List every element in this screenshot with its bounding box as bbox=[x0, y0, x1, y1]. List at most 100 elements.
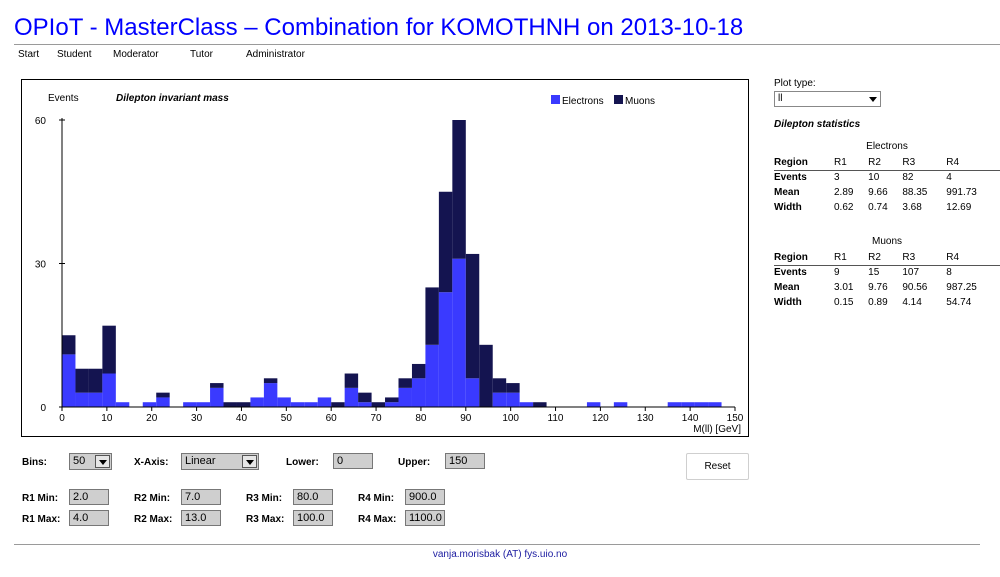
table-cell: 12.69 bbox=[946, 202, 972, 213]
bar-muons bbox=[411, 363, 426, 379]
bar-electrons bbox=[667, 402, 682, 407]
table-row: Mean 2.89 9.66 88.35 991.73 bbox=[774, 185, 1000, 200]
nav-tutor[interactable]: Tutor bbox=[190, 49, 213, 60]
table-cell: 0.15 bbox=[834, 297, 854, 308]
row-label: Events bbox=[774, 172, 807, 184]
plot-type-select[interactable]: ll bbox=[774, 91, 881, 107]
x-tick-label: 20 bbox=[146, 413, 158, 424]
electrons-caption: Electrons bbox=[866, 141, 908, 152]
table-cell: 9.76 bbox=[868, 282, 888, 293]
lower-label: Lower: bbox=[286, 457, 319, 468]
r4-max-input[interactable]: 1100.0 bbox=[405, 510, 445, 526]
table-cell: 3.68 bbox=[902, 202, 922, 213]
bar-muons bbox=[465, 253, 480, 379]
legend-label-electrons: Electrons bbox=[562, 96, 604, 107]
bins-select[interactable]: 50 bbox=[69, 453, 112, 470]
x-tick-label: 150 bbox=[727, 413, 744, 424]
bar-electrons bbox=[210, 387, 224, 407]
bar-muons bbox=[452, 120, 466, 259]
x-tick-label: 100 bbox=[502, 413, 519, 424]
bar-muons bbox=[88, 368, 103, 393]
header-cell: Region bbox=[774, 250, 834, 266]
bar-muons bbox=[331, 402, 345, 407]
r2-min-label: R2 Min: bbox=[134, 493, 171, 504]
r4-min-input[interactable]: 900.0 bbox=[405, 489, 445, 505]
r3-max-input[interactable]: 100.0 bbox=[293, 510, 333, 526]
header-cell: R3 bbox=[902, 250, 947, 266]
reset-button[interactable]: Reset bbox=[686, 453, 749, 480]
bar-muons bbox=[506, 383, 520, 393]
table-cell: 9 bbox=[834, 267, 840, 279]
bar-muons bbox=[210, 383, 224, 388]
table-cell: 88.35 bbox=[902, 187, 928, 198]
chevron-down-icon[interactable] bbox=[242, 455, 257, 468]
bar-muons bbox=[236, 402, 251, 407]
chevron-down-icon[interactable] bbox=[95, 455, 110, 468]
upper-input[interactable]: 150 bbox=[445, 453, 485, 469]
bar-muons bbox=[344, 373, 359, 388]
page-title: OPIoT - MasterClass – Combination for KO… bbox=[14, 14, 744, 41]
table-row: Events 9 15 107 8 bbox=[774, 265, 1000, 280]
r2-min-input[interactable]: 7.0 bbox=[181, 489, 221, 505]
r3-min-label: R3 Min: bbox=[246, 493, 283, 504]
bins-value: 50 bbox=[73, 455, 86, 467]
bar-electrons bbox=[586, 402, 601, 407]
histogram-bars bbox=[62, 120, 722, 407]
table-cell: 4 bbox=[946, 172, 952, 184]
bar-muons bbox=[223, 402, 237, 407]
r1-min-input[interactable]: 2.0 bbox=[69, 489, 109, 505]
r1-max-input[interactable]: 4.0 bbox=[69, 510, 109, 526]
table-header-row: Region R1 R2 R3 R4 bbox=[774, 155, 1000, 171]
r1-max-label: R1 Max: bbox=[22, 514, 61, 525]
bar-electrons bbox=[438, 292, 453, 407]
nav-student[interactable]: Student bbox=[57, 49, 92, 60]
header-cell: R2 bbox=[868, 155, 903, 171]
legend-label-muons: Muons bbox=[625, 96, 655, 107]
r2-max-label: R2 Max: bbox=[134, 514, 173, 525]
bar-electrons bbox=[196, 402, 211, 407]
bar-muons bbox=[156, 392, 170, 398]
row-label: Events bbox=[774, 267, 807, 279]
r4-max-label: R4 Max: bbox=[358, 514, 397, 525]
header-cell: R4 bbox=[946, 155, 1000, 171]
bar-muons bbox=[102, 325, 116, 374]
nav-start[interactable]: Start bbox=[18, 49, 40, 60]
row-label: Mean bbox=[774, 282, 800, 293]
legend: Electrons Muons bbox=[551, 95, 655, 107]
bins-label: Bins: bbox=[22, 457, 47, 468]
bar-muons bbox=[479, 344, 493, 407]
bar-muons bbox=[385, 397, 399, 403]
chevron-down-icon[interactable] bbox=[869, 97, 877, 102]
table-cell: 3.01 bbox=[834, 282, 854, 293]
bar-muons bbox=[533, 402, 547, 407]
lower-input[interactable]: 0 bbox=[333, 453, 373, 469]
y-tick-label: 30 bbox=[35, 260, 47, 271]
bar-muons bbox=[438, 191, 453, 293]
x-tick-label: 0 bbox=[59, 413, 65, 424]
x-tick-label: 80 bbox=[415, 413, 427, 424]
nav-moderator[interactable]: Moderator bbox=[113, 49, 159, 60]
table-row: Events 3 10 82 4 bbox=[774, 170, 1000, 185]
bar-electrons bbox=[62, 354, 76, 407]
x-tick-label: 30 bbox=[191, 413, 203, 424]
r2-max-input[interactable]: 13.0 bbox=[181, 510, 221, 526]
bar-electrons bbox=[290, 402, 305, 407]
nav-administrator[interactable]: Administrator bbox=[246, 49, 305, 60]
bar-electrons bbox=[452, 258, 466, 407]
bar-electrons bbox=[385, 402, 399, 407]
bar-electrons bbox=[398, 387, 412, 407]
y-tick-label: 0 bbox=[40, 403, 46, 414]
table-row: Mean 3.01 9.76 90.56 987.25 bbox=[774, 280, 1000, 295]
x-tick-label: 90 bbox=[460, 413, 472, 424]
r3-min-input[interactable]: 80.0 bbox=[293, 489, 333, 505]
xaxis-value: Linear bbox=[185, 455, 216, 467]
x-tick-label: 50 bbox=[281, 413, 293, 424]
table-cell: 9.66 bbox=[868, 187, 888, 198]
xaxis-select[interactable]: Linear bbox=[181, 453, 259, 470]
table-cell: 0.62 bbox=[834, 202, 854, 213]
table-row: Width 0.62 0.74 3.68 12.69 bbox=[774, 200, 1000, 215]
table-header-row: Region R1 R2 R3 R4 bbox=[774, 250, 1000, 266]
plot-type-value: ll bbox=[778, 93, 783, 104]
bar-muons bbox=[358, 392, 372, 403]
bar-electrons bbox=[142, 402, 157, 407]
